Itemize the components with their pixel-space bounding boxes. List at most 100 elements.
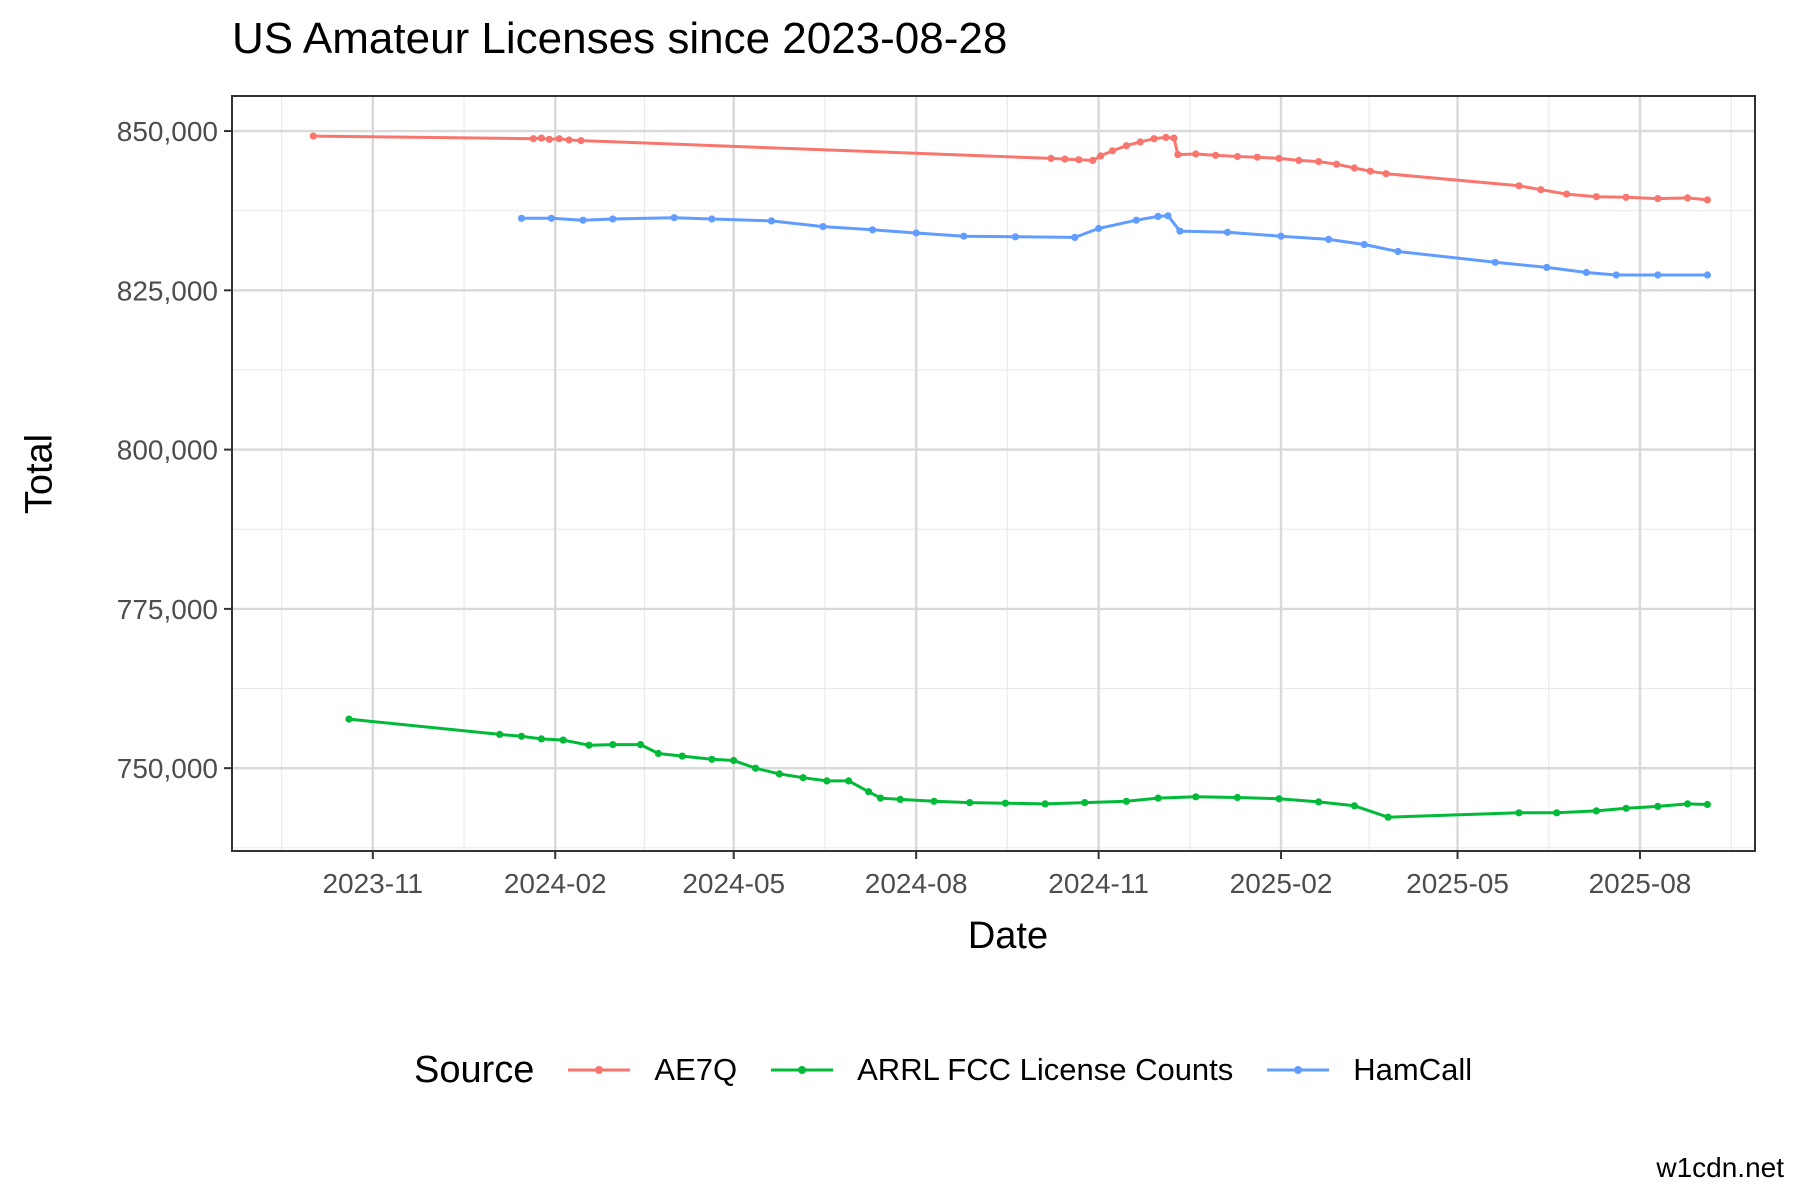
data-point-arrl-fcc-license-counts (517, 732, 526, 740)
data-point-arrl-fcc-license-counts (1275, 795, 1283, 803)
x-tick-label: 2023-11 (322, 868, 423, 899)
legend-key-hamcall (1267, 1066, 1330, 1074)
series-line-ae7q (313, 134, 1708, 202)
legend-item-ae7q: AE7Q (568, 1052, 737, 1088)
data-point-ae7q (1047, 154, 1055, 162)
data-point-arrl-fcc-license-counts (1703, 800, 1711, 809)
data-point-ae7q (1703, 196, 1711, 204)
data-point-ae7q (1108, 147, 1117, 155)
data-point-ae7q (1174, 151, 1182, 159)
data-point-arrl-fcc-license-counts (496, 730, 504, 739)
data-point-hamcall (1132, 216, 1140, 224)
data-point-arrl-fcc-license-counts (930, 797, 938, 805)
data-point-arrl-fcc-license-counts (559, 736, 567, 744)
data-point-hamcall (708, 215, 716, 223)
y-tick-label: 775,000 (117, 594, 218, 625)
data-point-ae7q (529, 135, 538, 143)
data-point-ae7q (1075, 156, 1083, 164)
data-point-hamcall (960, 232, 968, 240)
data-point-ae7q (1350, 164, 1358, 172)
data-point-arrl-fcc-license-counts (1684, 800, 1692, 808)
legend: Source AE7Q ARRL FCC License Counts HamC… (414, 1040, 1506, 1100)
legend-title: Source (414, 1048, 535, 1091)
data-point-arrl-fcc-license-counts (775, 770, 783, 778)
data-point-arrl-fcc-license-counts (1384, 813, 1392, 821)
data-point-ae7q (1592, 193, 1600, 201)
y-tick-label: 750,000 (117, 753, 218, 784)
x-tick-label: 2025-02 (1230, 868, 1333, 899)
data-point-ae7q (1097, 152, 1105, 160)
credit-text: w1cdn.net (1656, 1152, 1784, 1183)
data-point-ae7q (1382, 170, 1390, 178)
data-point-ae7q (1315, 158, 1323, 166)
data-point-hamcall (1154, 212, 1162, 220)
data-point-arrl-fcc-license-counts (1515, 809, 1523, 817)
data-point-arrl-fcc-license-counts (751, 764, 760, 772)
data-point-ae7q (1150, 135, 1158, 143)
data-point-ae7q (1515, 182, 1523, 190)
y-tick-label: 800,000 (117, 435, 218, 466)
data-point-ae7q (1684, 194, 1692, 202)
data-point-ae7q (1170, 134, 1178, 142)
data-point-arrl-fcc-license-counts (654, 749, 663, 758)
series-line-arrl-fcc-license-counts (348, 717, 1708, 819)
data-point-hamcall (767, 217, 776, 225)
data-point-hamcall (819, 223, 827, 231)
plot-panel (232, 96, 1755, 851)
data-point-ae7q (555, 135, 563, 143)
data-point-hamcall (1095, 224, 1103, 233)
data-point-arrl-fcc-license-counts (799, 774, 807, 782)
data-point-hamcall (1011, 233, 1019, 241)
data-point-hamcall (579, 216, 587, 224)
data-point-arrl-fcc-license-counts (1001, 799, 1010, 807)
data-point-ae7q (1136, 138, 1144, 146)
data-point-arrl-fcc-license-counts (865, 788, 873, 796)
data-point-ae7q (1122, 142, 1130, 150)
legend-label-ae7q: AE7Q (654, 1052, 738, 1087)
data-point-ae7q (1192, 150, 1200, 158)
data-point-ae7q (1212, 151, 1220, 159)
data-point-arrl-fcc-license-counts (585, 741, 593, 749)
legend-key-arrl (771, 1066, 834, 1074)
legend-item-hamcall: HamCall (1267, 1052, 1472, 1088)
data-point-arrl-fcc-license-counts (537, 735, 546, 743)
legend-label-arrl: ARRL FCC License Counts (857, 1052, 1234, 1087)
x-tick-label: 2024-11 (1048, 868, 1149, 899)
data-point-hamcall (1164, 212, 1172, 220)
data-point-ae7q (1061, 155, 1069, 163)
data-point-ae7q (1366, 167, 1374, 175)
data-point-arrl-fcc-license-counts (876, 794, 885, 802)
chart-title: US Amateur Licenses since 2023-08-28 (232, 14, 1008, 63)
data-point-ae7q (1162, 133, 1170, 141)
data-point-hamcall (1071, 233, 1079, 241)
data-point-arrl-fcc-license-counts (896, 795, 904, 804)
data-point-arrl-fcc-license-counts (1315, 798, 1323, 806)
data-point-hamcall (1491, 258, 1499, 266)
x-tick-label: 2025-08 (1589, 868, 1692, 899)
data-point-ae7q (1622, 193, 1630, 201)
data-point-ae7q (545, 135, 553, 143)
data-point-hamcall (1543, 263, 1551, 271)
data-point-hamcall (868, 226, 877, 234)
data-point-arrl-fcc-license-counts (730, 756, 738, 765)
data-point-hamcall (1582, 268, 1590, 277)
x-tick-label: 2024-08 (865, 868, 968, 899)
data-point-arrl-fcc-license-counts (636, 741, 645, 749)
data-point-arrl-fcc-license-counts (1233, 793, 1241, 802)
data-point-arrl-fcc-license-counts (1654, 802, 1662, 811)
data-point-arrl-fcc-license-counts (1192, 793, 1200, 801)
data-point-hamcall (1325, 235, 1333, 243)
data-point-arrl-fcc-license-counts (1041, 800, 1049, 808)
data-point-hamcall (912, 229, 920, 237)
data-point-ae7q (1333, 160, 1341, 168)
data-point-ae7q (1563, 190, 1571, 198)
data-point-hamcall (547, 214, 555, 222)
data-point-ae7q (1275, 154, 1283, 162)
data-point-arrl-fcc-license-counts (609, 741, 617, 749)
data-point-ae7q (565, 136, 573, 144)
data-point-hamcall (670, 214, 678, 222)
legend-item-arrl: ARRL FCC License Counts (771, 1052, 1233, 1088)
data-point-hamcall (517, 214, 526, 222)
data-point-ae7q (1089, 156, 1097, 164)
